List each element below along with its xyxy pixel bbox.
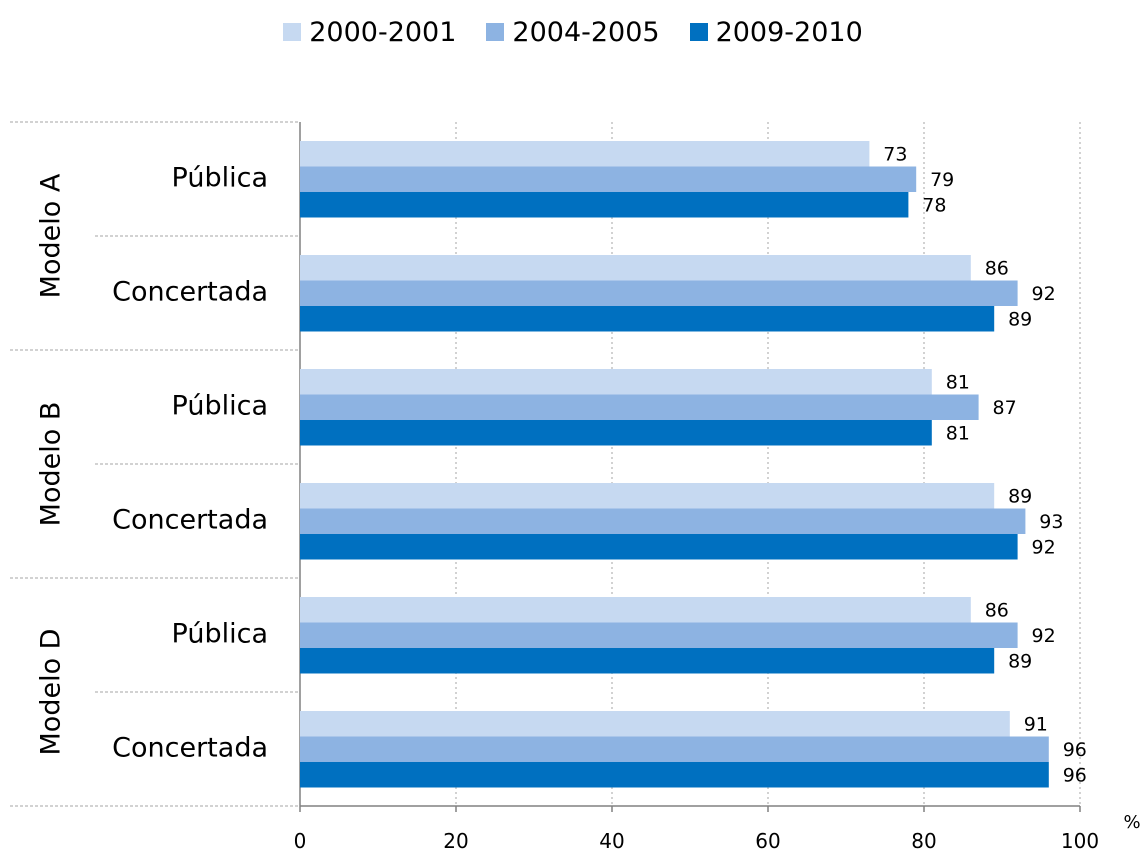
bar (300, 306, 995, 332)
bar (300, 508, 1026, 534)
bar (300, 534, 1018, 560)
legend-item-2000-2001: 2000-2001 (283, 17, 456, 48)
data-label: 89 (1008, 650, 1032, 672)
bar (300, 483, 995, 509)
data-label: 92 (1032, 536, 1056, 558)
data-label: 96 (1063, 739, 1087, 761)
x-tick-label: 0 (294, 829, 307, 853)
legend-swatch (486, 23, 505, 41)
legend: 2000-2001 2004-2005 2009-2010 (0, 10, 1146, 54)
category-label: Concertada (112, 277, 268, 308)
category-label: Pública (172, 391, 268, 422)
data-label: 73 (883, 143, 907, 165)
legend-swatch (689, 23, 708, 41)
data-label: 86 (985, 257, 1009, 279)
group-label: Modelo D (36, 629, 67, 756)
data-label: 87 (993, 397, 1017, 419)
legend-label: 2000-2001 (309, 16, 457, 48)
bar (300, 394, 979, 420)
bar (300, 648, 995, 674)
bar (300, 597, 971, 623)
bar (300, 622, 1018, 648)
bar (300, 762, 1049, 788)
x-tick-label: 20 (443, 829, 468, 853)
data-label: 89 (1008, 485, 1032, 507)
data-label: 78 (922, 194, 946, 216)
x-axis-unit: % (1123, 812, 1140, 833)
category-label: Pública (172, 619, 268, 650)
legend-label: 2009-2010 (715, 16, 863, 48)
group-label: Modelo B (36, 402, 67, 527)
bar (300, 420, 932, 446)
x-tick-label: 80 (911, 829, 936, 853)
bar (300, 192, 909, 218)
bar (300, 369, 932, 395)
x-tick-label: 60 (755, 829, 780, 853)
bar (300, 255, 971, 281)
bar (300, 141, 870, 167)
data-label: 81 (946, 422, 970, 444)
data-label: 86 (985, 599, 1009, 621)
x-tick-label: 40 (599, 829, 624, 853)
bar (300, 166, 917, 192)
data-label: 96 (1063, 764, 1087, 786)
bar (300, 280, 1018, 306)
legend-item-2009-2010: 2009-2010 (689, 16, 863, 48)
data-label: 92 (1032, 625, 1056, 647)
legend-item-2004-2005: 2004-2005 (486, 16, 660, 48)
data-label: 92 (1032, 283, 1056, 305)
data-label: 81 (946, 371, 970, 393)
legend-label: 2004-2005 (512, 16, 660, 48)
x-tick-label: 100 (1061, 829, 1099, 853)
legend-swatch (283, 23, 302, 41)
group-label: Modelo A (36, 173, 67, 298)
bar (300, 711, 1010, 737)
data-label: 93 (1039, 511, 1063, 533)
bar (300, 736, 1049, 762)
data-label: 89 (1008, 308, 1032, 330)
category-label: Concertada (112, 505, 268, 536)
category-label: Pública (172, 163, 268, 194)
category-label: Concertada (112, 733, 268, 764)
data-label: 91 (1024, 713, 1048, 735)
data-label: 79 (930, 169, 954, 191)
